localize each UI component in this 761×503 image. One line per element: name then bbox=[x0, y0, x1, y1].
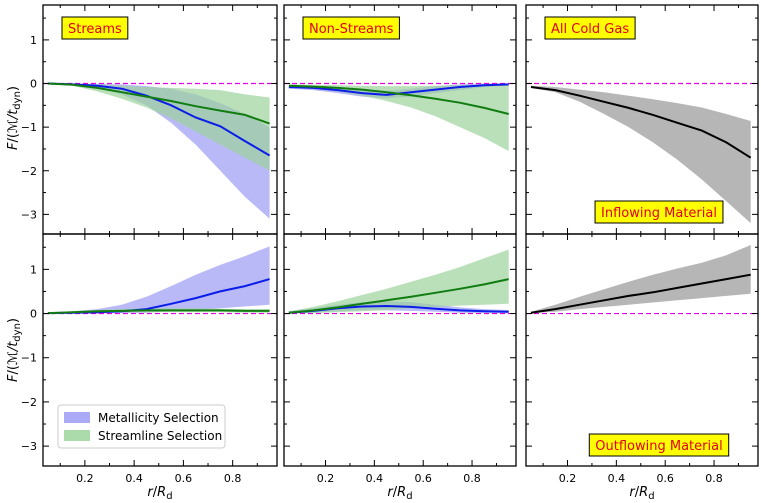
panel-frame bbox=[42, 233, 278, 467]
annotation-label: Outflowing Material bbox=[588, 433, 730, 457]
plot-area bbox=[284, 82, 516, 152]
band-all-cold-gas bbox=[530, 85, 751, 224]
ticks: −3 −2 −1 0 1 0.2 0.4 0.6 0.8 bbox=[21, 234, 277, 485]
y-tick-label: 0 bbox=[30, 78, 37, 91]
y-axis-label: F/(ℳ/tdyn) bbox=[6, 86, 23, 150]
x-axis-label: r/Rd bbox=[147, 485, 172, 502]
x-tick-label: 0.4 bbox=[125, 472, 143, 485]
band-streamline-selection bbox=[47, 83, 270, 171]
line-streamline-selection bbox=[288, 278, 509, 314]
panel-0-0: −3 −2 −1 0 1 Streams bbox=[21, 4, 278, 235]
x-axis-label: r/Rd bbox=[629, 485, 654, 502]
plot-area bbox=[284, 249, 516, 315]
line-metallicity-selection bbox=[47, 82, 271, 157]
panel-1-0: −3 −2 −1 0 1 0.2 0.4 0.6 0.8 bbox=[21, 233, 278, 485]
x-axis-label: r/Rd bbox=[387, 485, 412, 502]
panel-label: Streams bbox=[61, 16, 129, 40]
svg-text:All Cold Gas: All Cold Gas bbox=[551, 22, 629, 37]
x-tick-label: 0.2 bbox=[559, 472, 577, 485]
band-streamline-selection bbox=[288, 249, 509, 314]
panel-1-2: 0.2 0.4 0.6 0.8 Outflowing Material bbox=[525, 233, 759, 485]
panel-frame bbox=[283, 233, 517, 467]
line-streamline-selection bbox=[47, 82, 270, 125]
x-tick-label: 0.8 bbox=[463, 472, 481, 485]
ticks: 0.2 0.4 0.6 0.8 bbox=[526, 234, 758, 485]
x-tick-label: 0.2 bbox=[76, 472, 94, 485]
svg-text:Non-Streams: Non-Streams bbox=[309, 22, 394, 37]
x-tick-label: 0.6 bbox=[414, 472, 432, 485]
svg-text:Streams: Streams bbox=[68, 22, 122, 37]
ticks bbox=[526, 5, 758, 234]
ticks: −3 −2 −1 0 1 bbox=[21, 5, 277, 234]
line-streamline-selection bbox=[47, 309, 270, 315]
panel-frame bbox=[525, 233, 759, 467]
x-tick-label: 0.8 bbox=[705, 472, 723, 485]
y-tick-label: 1 bbox=[30, 34, 37, 47]
y-tick-label: −1 bbox=[21, 352, 37, 365]
svg-text:Inflowing Material: Inflowing Material bbox=[601, 206, 717, 221]
legend-swatch bbox=[64, 412, 90, 423]
x-tick-label: 0.8 bbox=[224, 472, 242, 485]
plot-area bbox=[526, 245, 758, 315]
band-metallicity-selection bbox=[47, 246, 270, 314]
x-tick-label: 0.6 bbox=[656, 472, 674, 485]
line-streamline-selection bbox=[288, 84, 509, 115]
panel-0-2: All Cold Gas Inflowing Material bbox=[525, 4, 759, 235]
legend-entry: Streamline Selection bbox=[98, 429, 222, 443]
y-tick-label: 1 bbox=[30, 263, 37, 276]
y-tick-label: −1 bbox=[21, 121, 37, 134]
plot-area bbox=[43, 82, 277, 219]
svg-text:Outflowing Material: Outflowing Material bbox=[595, 439, 722, 454]
plot-area bbox=[526, 82, 758, 224]
band-all-cold-gas bbox=[530, 245, 751, 314]
y-axis-label: F/(ℳ/tdyn) bbox=[6, 318, 23, 382]
legend-entry: Metallicity Selection bbox=[98, 411, 219, 425]
y-tick-label: −3 bbox=[21, 440, 37, 453]
panel-0-1: Non-Streams bbox=[283, 4, 517, 235]
panel-label: Non-Streams bbox=[302, 16, 400, 40]
panel-1-1: 0.2 0.4 0.6 0.8 bbox=[283, 233, 517, 485]
legend: Metallicity Selection Streamline Selectio… bbox=[57, 404, 226, 449]
legend-box bbox=[57, 404, 226, 449]
y-tick-label: −2 bbox=[21, 396, 37, 409]
ticks: 0.2 0.4 0.6 0.8 bbox=[284, 234, 516, 485]
x-tick-label: 0.2 bbox=[317, 472, 335, 485]
annotation-label: Inflowing Material bbox=[594, 200, 724, 224]
panel-label: All Cold Gas bbox=[544, 16, 636, 40]
axis-titles: r/Rd r/Rd r/Rd F/(ℳ/tdyn) F/(ℳ/tdyn) bbox=[6, 86, 655, 502]
x-tick-label: 0.6 bbox=[175, 472, 193, 485]
x-tick-label: 0.4 bbox=[366, 472, 384, 485]
line-all-cold-gas bbox=[530, 273, 751, 314]
panels-group: −3 −2 −1 0 1 Streams Non-Streams All Cold Gas In… bbox=[21, 4, 759, 485]
x-tick-label: 0.4 bbox=[608, 472, 626, 485]
y-tick-label: −3 bbox=[21, 208, 37, 221]
legend-swatch bbox=[64, 430, 90, 441]
y-tick-label: 0 bbox=[30, 308, 37, 321]
plot-area bbox=[43, 246, 277, 315]
y-tick-label: −2 bbox=[21, 165, 37, 178]
line-all-cold-gas bbox=[530, 86, 752, 159]
